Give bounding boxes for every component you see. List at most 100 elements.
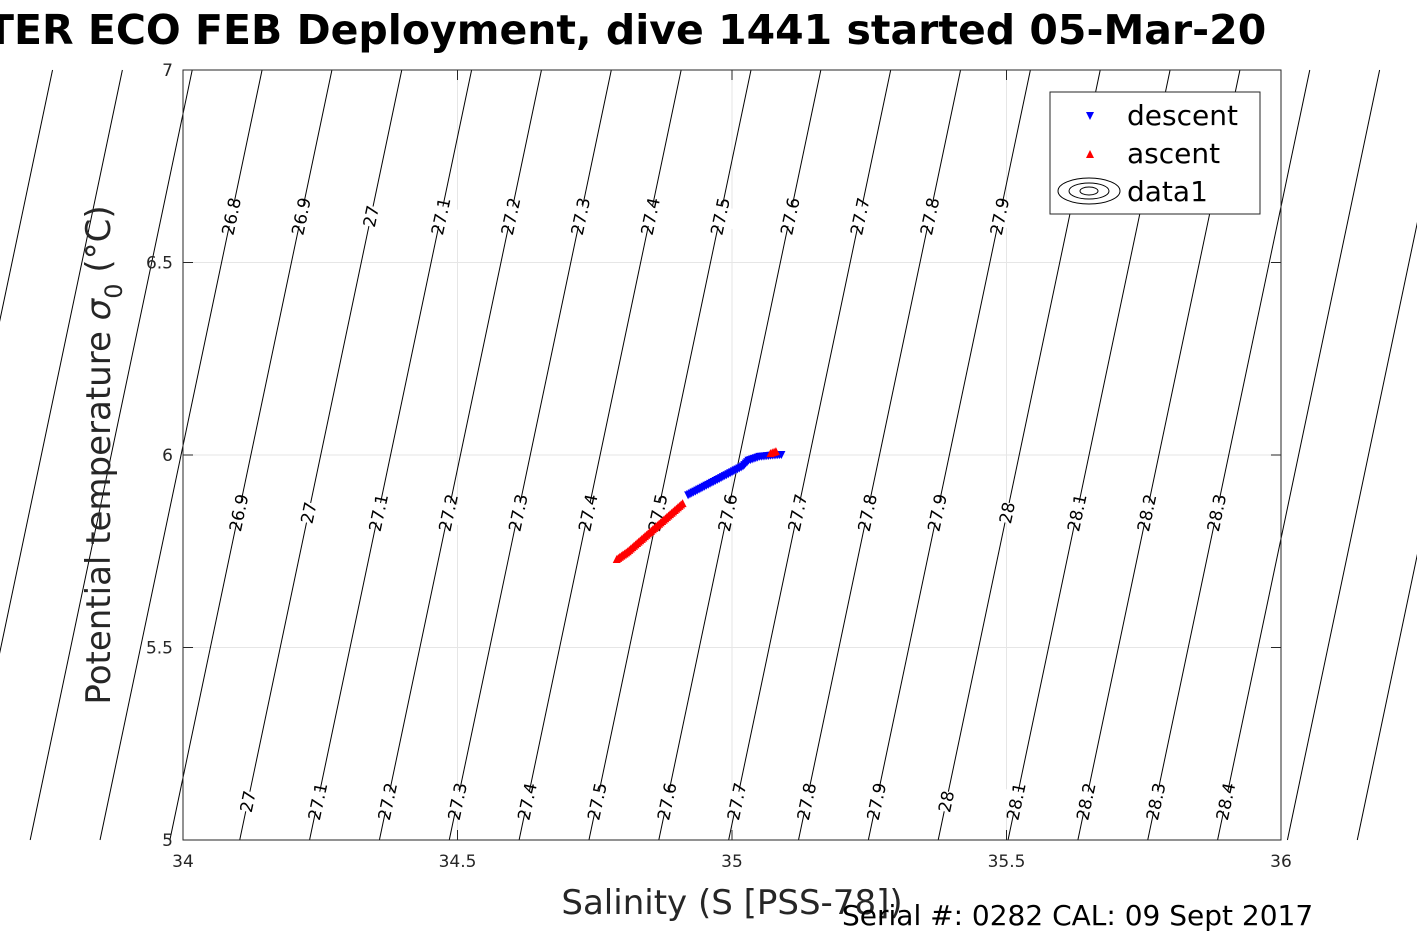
contour-label-bg <box>850 786 902 817</box>
grid <box>183 70 1281 840</box>
x-axis-ticks: 34 34.5 35 35.5 36 <box>172 70 1292 872</box>
legend-descent-marker <box>1086 112 1094 120</box>
density-contour <box>99 69 263 841</box>
contour-label-bg <box>571 786 623 817</box>
contour-label-bg <box>911 498 963 528</box>
y-axis-ticks: 5 5.5 6 6.5 7 <box>146 61 1281 851</box>
x-tick-label: 34.5 <box>439 852 477 872</box>
y-axis-label-main: Potential temperature <box>79 320 119 704</box>
contour-label-bg <box>920 786 972 817</box>
contour-label-bg <box>222 786 274 817</box>
density-contour <box>169 69 333 841</box>
contour-label-bg <box>283 498 335 528</box>
density-contour <box>0 69 123 654</box>
density-contour <box>309 69 473 841</box>
density-contour <box>658 69 822 841</box>
density-contour <box>0 69 54 323</box>
contour-label-bg <box>292 786 344 817</box>
contour-label: 27 <box>360 204 384 229</box>
contour-label-bg <box>431 786 483 817</box>
y-tick-label: 5 <box>162 831 173 851</box>
serial-calibration-footer: Serial #: 0282 CAL: 09 Sept 2017 <box>842 899 1314 932</box>
contour-label-bg <box>624 201 676 232</box>
legend-ascent-marker <box>1086 150 1094 158</box>
x-tick-label: 35.5 <box>988 852 1026 872</box>
contour-label: 28 <box>996 500 1020 525</box>
y-axis-label: Potential temperature σ0 (°C) <box>79 205 128 704</box>
contour-label-bg <box>1130 786 1182 817</box>
contour-label-bg <box>275 201 327 232</box>
density-contour <box>29 69 193 841</box>
x-tick-label: 35 <box>721 852 743 872</box>
contour-label-bg <box>352 498 404 528</box>
contour-label-bg <box>562 498 614 528</box>
contour-label: 27 <box>298 500 322 525</box>
density-contour <box>1147 69 1311 841</box>
x-axis-label: Salinity (S [PSS-78]) <box>561 883 902 923</box>
descent-point <box>777 451 786 459</box>
contour-label-bg <box>781 786 833 817</box>
contour-label-bg <box>974 201 1026 232</box>
legend-data1-label: data1 <box>1127 175 1208 208</box>
contour-label-bg <box>834 201 886 232</box>
contour-label-bg <box>485 201 537 232</box>
contour-label-bg <box>1060 786 1112 817</box>
contour-label-bg <box>764 201 816 232</box>
contour-label-bg <box>711 786 763 817</box>
y-tick-label: 6.5 <box>146 254 173 274</box>
density-contour <box>728 69 892 841</box>
y-tick-label: 6 <box>162 446 173 466</box>
contour-label-bg <box>1121 498 1173 528</box>
contour-label: 27 <box>237 789 261 814</box>
contour-label-bg <box>641 786 693 817</box>
contour-label-bg <box>702 498 754 528</box>
contour-label-bg <box>904 201 956 232</box>
density-contour <box>448 69 612 841</box>
contour-label-bg <box>1051 498 1103 528</box>
legend: descent ascent data1 <box>1049 91 1261 215</box>
contour-label-bg <box>771 498 824 528</box>
contour-label-bg <box>492 498 544 528</box>
contour-label-bg <box>694 201 746 232</box>
x-tick-label: 36 <box>1270 852 1292 872</box>
legend-contour-icon <box>1057 177 1121 205</box>
density-contour <box>518 69 682 841</box>
legend-descent-label: descent <box>1127 99 1238 132</box>
density-contour <box>588 69 752 841</box>
contour-label-bg <box>632 498 684 528</box>
density-contour <box>1217 69 1381 841</box>
contour-label-bg <box>205 201 257 232</box>
density-contour <box>378 69 542 841</box>
y-axis-label-unit: (°C) <box>79 205 119 283</box>
contour-label-bg <box>990 786 1042 817</box>
contour-label-bg <box>981 498 1033 528</box>
ascent-point <box>771 447 780 456</box>
density-contour <box>1356 553 1417 841</box>
y-tick-label: 5.5 <box>146 639 173 659</box>
contour-label: 28 <box>935 789 959 814</box>
x-tick-label: 34 <box>172 852 194 872</box>
ascent-point <box>678 499 687 508</box>
density-contour <box>867 69 1031 841</box>
contour-label-bg <box>841 498 893 528</box>
y-axis-label-symbol: σ <box>79 297 119 320</box>
legend-box <box>1049 91 1261 215</box>
contour-label-bg <box>422 498 474 528</box>
contour-label-bg <box>1200 786 1252 817</box>
y-tick-label: 7 <box>162 61 173 81</box>
density-contour <box>239 69 403 841</box>
contour-label-bg <box>345 201 397 232</box>
contour-label-bg <box>213 498 265 528</box>
contour-label-bg <box>501 786 553 817</box>
density-contour <box>1286 221 1417 841</box>
legend-ascent-label: ascent <box>1127 137 1220 170</box>
data-series <box>612 447 786 563</box>
chart-title: TER ECO FEB Deployment, dive 1441 starte… <box>0 6 1267 54</box>
contour-label-bg <box>1191 498 1243 528</box>
contour-label-bg <box>415 201 467 232</box>
contour-label-bg <box>554 201 607 232</box>
density-contour <box>798 69 962 841</box>
contour-label-bg <box>361 786 414 817</box>
y-axis-label-subscript: 0 <box>100 283 128 298</box>
